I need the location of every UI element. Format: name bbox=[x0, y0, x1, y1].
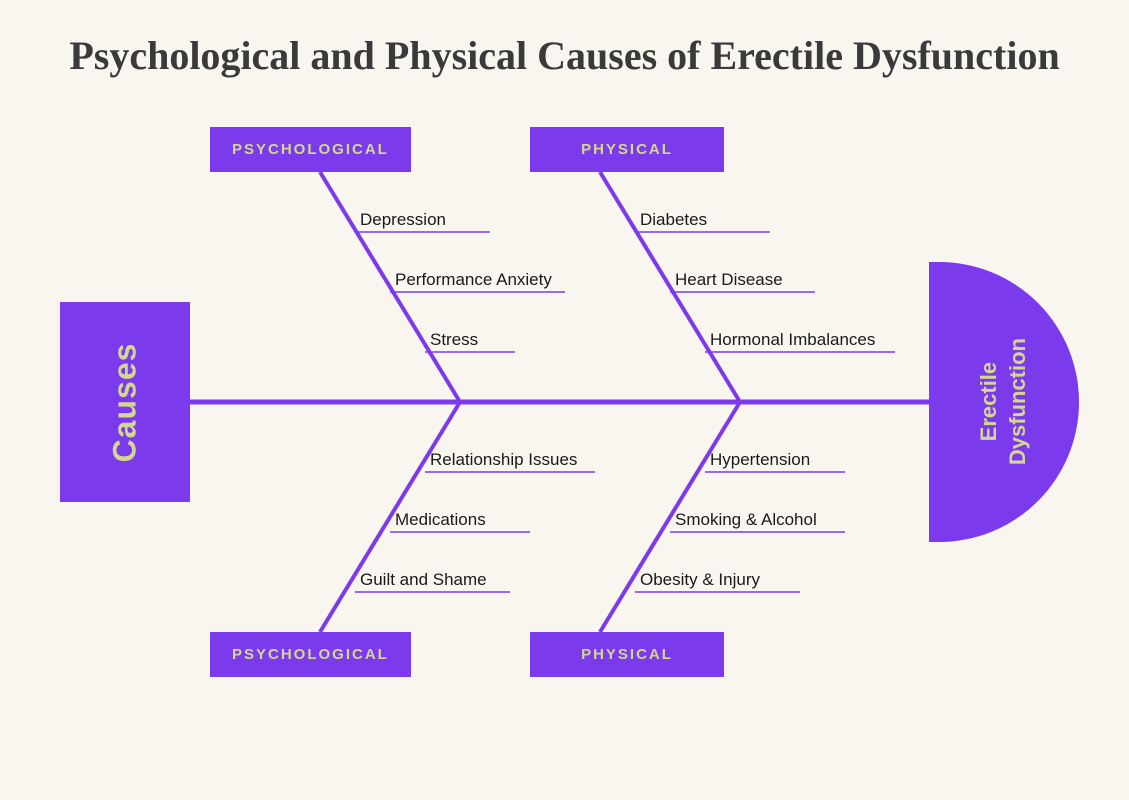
fishbone-diagram: Causes Erectile Dysfunction PSYCHOLOGICA… bbox=[0, 92, 1129, 712]
category-bottom-right: PHYSICAL bbox=[530, 632, 724, 677]
item-bl-2: Guilt and Shame bbox=[360, 570, 487, 590]
item-tr-0: Diabetes bbox=[640, 210, 707, 230]
item-tr-1: Heart Disease bbox=[675, 270, 783, 290]
item-tl-0: Depression bbox=[360, 210, 446, 230]
head-label: Erectile Dysfunction bbox=[975, 338, 1032, 465]
item-tl-1: Performance Anxiety bbox=[395, 270, 552, 290]
item-tr-2: Hormonal Imbalances bbox=[710, 330, 875, 350]
item-bl-1: Medications bbox=[395, 510, 486, 530]
tail-label: Causes bbox=[107, 342, 144, 462]
page-title: Psychological and Physical Causes of Ere… bbox=[0, 0, 1129, 92]
category-top-left: PSYCHOLOGICAL bbox=[210, 127, 411, 172]
item-br-2: Obesity & Injury bbox=[640, 570, 760, 590]
category-bottom-left: PSYCHOLOGICAL bbox=[210, 632, 411, 677]
item-tl-2: Stress bbox=[430, 330, 478, 350]
item-bl-0: Relationship Issues bbox=[430, 450, 577, 470]
category-top-right: PHYSICAL bbox=[530, 127, 724, 172]
item-br-0: Hypertension bbox=[710, 450, 810, 470]
tail-box: Causes bbox=[60, 302, 190, 502]
item-br-1: Smoking & Alcohol bbox=[675, 510, 817, 530]
